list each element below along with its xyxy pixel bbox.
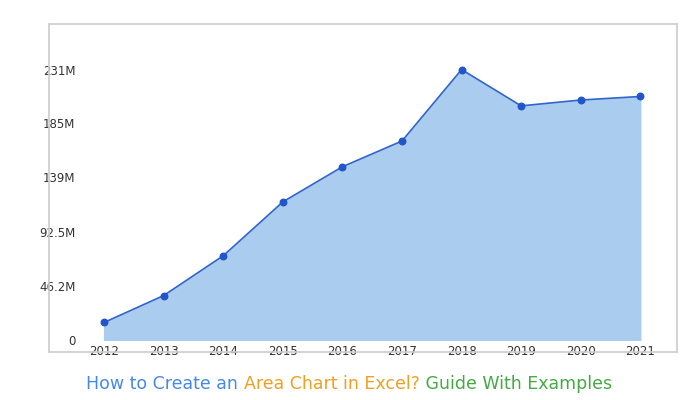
Point [516,103,527,109]
Point [575,97,586,103]
Text: How to Create an: How to Create an [87,375,244,393]
Point [456,66,467,73]
Point [98,319,110,326]
Text: Area Chart in Excel?: Area Chart in Excel? [244,375,419,393]
Point [634,93,646,100]
Text: Guide With Examples: Guide With Examples [419,375,611,393]
Point [277,199,288,205]
Point [218,252,229,259]
Point [396,138,408,144]
Point [158,292,169,299]
Point [337,164,348,170]
